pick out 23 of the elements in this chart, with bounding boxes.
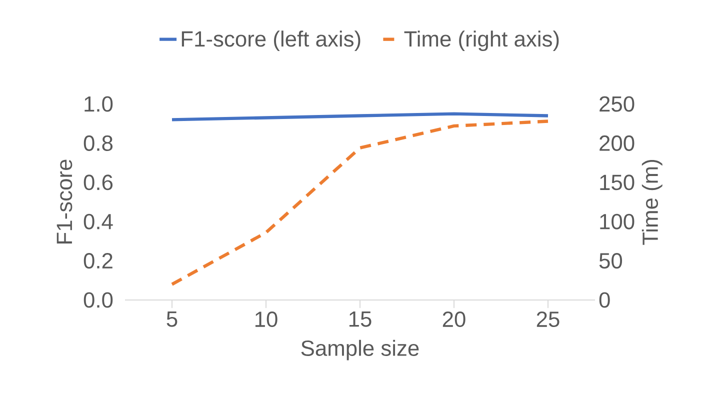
y2-tick-label: 250 xyxy=(600,96,634,112)
y2-tick-label: 50 xyxy=(599,253,622,269)
line-series xyxy=(170,120,550,286)
y2-axis-title: Time (m) xyxy=(642,160,662,245)
y-axis-title: F1-score xyxy=(56,160,72,244)
legend-label: Time (right axis) xyxy=(404,30,559,52)
y-tick-label: 0.6 xyxy=(84,174,113,190)
x-axis-title: Sample size xyxy=(301,340,419,360)
y-tick-label: 1.0 xyxy=(84,96,113,112)
y2-tick-label: 200 xyxy=(600,135,634,151)
x-tick-label: 20 xyxy=(442,312,466,328)
y-tick-label: 0.0 xyxy=(84,292,113,308)
y2-tick-label: 0 xyxy=(599,292,610,308)
x-tick-label: 5 xyxy=(166,312,178,327)
y-tick-label: 0.2 xyxy=(84,253,112,269)
legend-label: F1-score (left axis) xyxy=(182,30,360,52)
y2-tick-label: 100 xyxy=(600,214,634,230)
x-tick-label: 15 xyxy=(349,312,372,327)
x-tick-label: 10 xyxy=(255,312,278,328)
y2-tick-label: 150 xyxy=(600,174,634,190)
y-tick-label: 0.8 xyxy=(84,135,113,151)
y-tick-label: 0.4 xyxy=(84,214,113,230)
x-tick-label: 25 xyxy=(536,312,560,328)
